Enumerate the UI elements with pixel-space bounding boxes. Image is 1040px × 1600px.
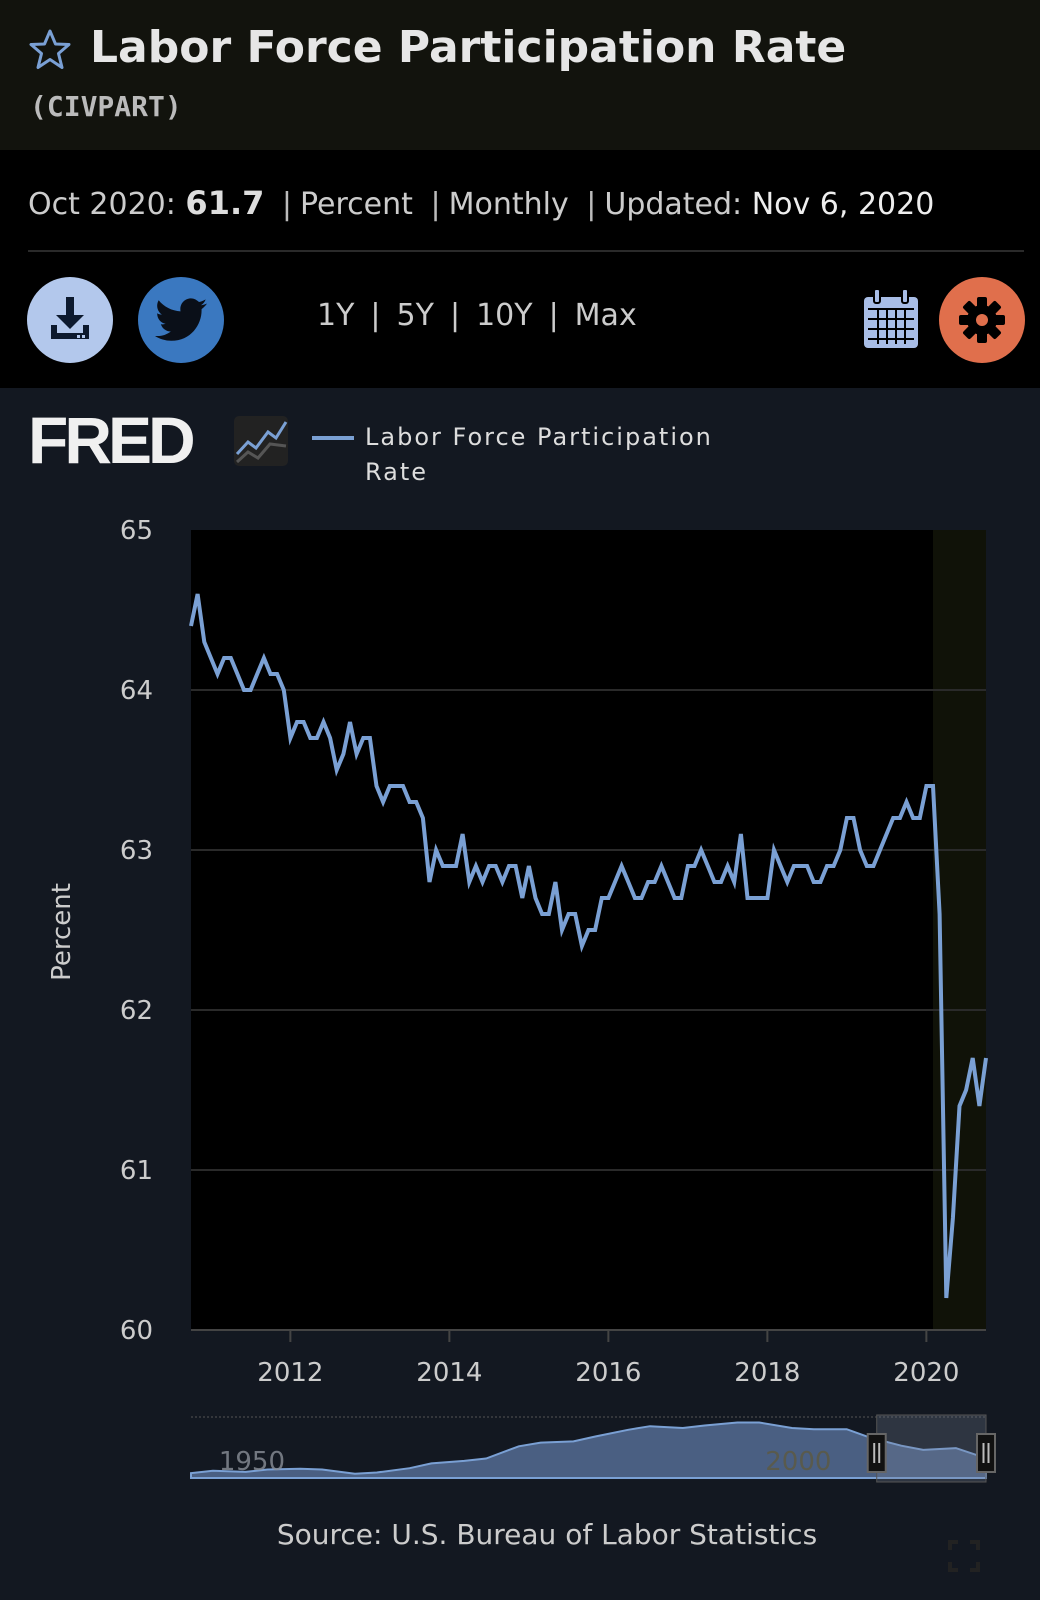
latest-observation: Oct 2020: 61.7 | Percent | Monthly | Update…: [28, 184, 934, 222]
y-tick-label: 65: [120, 516, 153, 546]
y-tick-label: 60: [120, 1316, 153, 1346]
page-title: Labor Force Participation Rate: [90, 22, 847, 73]
x-tick-label: 2016: [575, 1358, 641, 1388]
download-icon: [51, 297, 89, 339]
units: Percent: [300, 187, 413, 222]
calendar-icon[interactable]: [862, 288, 920, 350]
settings-button[interactable]: [939, 277, 1025, 363]
separator: |: [281, 187, 293, 222]
fred-chart-logo-icon: [234, 416, 288, 466]
navigator-right-handle[interactable]: [976, 1433, 996, 1473]
frequency: Monthly: [448, 187, 569, 222]
observation-value: 61.7: [185, 184, 265, 222]
updated-label: Updated:: [604, 187, 743, 222]
separator: |: [449, 298, 461, 333]
twitter-icon: [155, 298, 207, 341]
title-header: [0, 0, 1040, 150]
legend-label: Labor Force Participation Rate: [365, 423, 713, 486]
divider: [28, 250, 1024, 252]
download-button[interactable]: [27, 277, 113, 363]
observation-period: Oct 2020:: [28, 187, 176, 222]
updated-date: Nov 6, 2020: [751, 187, 935, 222]
y-axis-label: Percent: [47, 883, 77, 981]
range-10y[interactable]: 10Y: [476, 298, 533, 333]
separator: |: [370, 298, 381, 333]
fullscreen-icon[interactable]: [948, 1540, 980, 1572]
source-note: Source: U.S. Bureau of Labor Statistics: [276, 1518, 818, 1551]
range-max[interactable]: Max: [574, 298, 637, 333]
navigator-year-label: 1950: [219, 1447, 285, 1477]
range-1y[interactable]: 1Y: [317, 298, 355, 333]
navigator-series-area: [190, 1421, 987, 1479]
x-tick-label: 2018: [734, 1358, 800, 1388]
navigator-left-handle[interactable]: [866, 1433, 887, 1473]
navigator-selected-range: [876, 1414, 987, 1483]
y-tick-label: 62: [120, 996, 153, 1026]
separator: |: [430, 187, 441, 222]
y-tick-label: 61: [120, 1156, 153, 1186]
separator: |: [586, 187, 597, 222]
y-tick-label: 64: [120, 676, 153, 706]
y-tick-label: 63: [120, 836, 153, 866]
x-tick-label: 2014: [416, 1358, 482, 1388]
gear-icon: [959, 297, 1005, 343]
separator: |: [548, 298, 559, 333]
series-line-labor-force-participation-rate: [189, 593, 988, 1299]
star-outline-icon[interactable]: [28, 28, 72, 72]
series-id: (CIVPART): [30, 90, 182, 123]
range-5y[interactable]: 5Y: [396, 298, 434, 333]
fred-logo: FRED: [28, 403, 196, 477]
legend-line-swatch: [312, 436, 354, 440]
date-range-selector: 1Y | 5Y | 10Y | Max: [317, 298, 637, 333]
x-tick-label: 2012: [257, 1358, 323, 1388]
twitter-share-button[interactable]: [138, 277, 224, 363]
navigator-year-label: 2000: [765, 1447, 831, 1477]
x-tick-label: 2020: [893, 1358, 959, 1388]
